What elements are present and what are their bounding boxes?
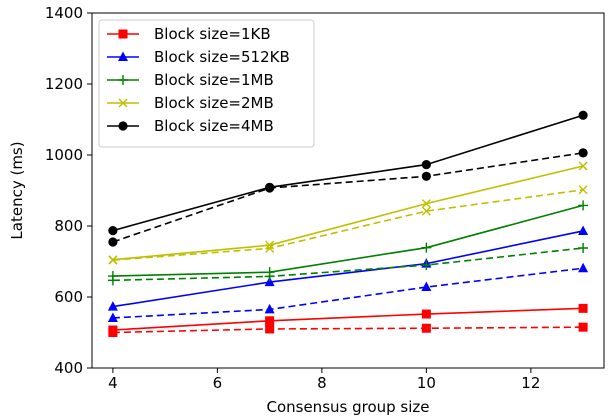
data-point-dashed <box>265 243 275 253</box>
data-point-solid <box>107 301 118 311</box>
data-point-dashed <box>578 243 589 254</box>
x-tick-label: 4 <box>108 374 118 392</box>
series-solid-line <box>112 230 584 308</box>
x-tick-label: 12 <box>521 374 540 392</box>
legend-marker <box>118 51 128 61</box>
data-point-dashed <box>265 324 275 334</box>
data-point-solid <box>265 316 275 326</box>
series-solid-line <box>112 204 584 277</box>
series-dashed-line <box>112 247 584 282</box>
series-solid-line <box>112 165 584 261</box>
data-point-solid <box>107 271 118 282</box>
legend-entry-label: Block size=1MB <box>154 71 274 89</box>
y-tick-label: 400 <box>54 359 83 377</box>
legend: Block size=1KB Block size=512KB Block size… <box>98 19 315 148</box>
data-point-solid <box>108 325 118 335</box>
data-point-solid <box>578 200 589 211</box>
data-point-solid <box>578 303 588 313</box>
y-tick-label: 600 <box>54 288 83 306</box>
legend-entry-label: Block size=2MB <box>154 94 274 112</box>
data-point-dashed <box>421 323 431 333</box>
series-dashed-line <box>112 152 584 243</box>
y-tick-label: 1400 <box>45 4 83 22</box>
x-tick-label: 6 <box>213 374 223 392</box>
data-point-solid <box>264 267 275 278</box>
data-point-dashed <box>421 171 431 181</box>
data-point-solid <box>578 110 588 120</box>
data-point-solid <box>108 226 118 236</box>
data-point-dashed <box>578 322 588 332</box>
y-tick-label: 1000 <box>45 146 83 164</box>
series-dashed-line <box>112 188 584 261</box>
data-point-dashed <box>421 206 431 216</box>
series-dashed-line <box>112 267 584 319</box>
axis-ticks: 4 6 8 10 12 400 600 800 1000 1200 1400 <box>45 4 541 392</box>
data-point-solid <box>578 161 588 171</box>
y-tick-label: 1200 <box>45 75 83 93</box>
data-point-dashed <box>578 185 588 195</box>
data-point-dashed <box>107 312 118 322</box>
legend-entry-label: Block size=1KB <box>154 25 271 43</box>
data-point-dashed <box>578 262 589 273</box>
series-dashed-line <box>112 326 584 334</box>
x-tick-label: 10 <box>417 374 436 392</box>
legend-marker <box>118 98 128 108</box>
legend-box <box>98 19 315 148</box>
series-3 <box>108 161 588 265</box>
data-point-dashed <box>421 260 432 271</box>
x-axis-label: Consensus group size <box>266 398 429 416</box>
y-tick-label: 800 <box>54 217 83 235</box>
axes-frame <box>91 12 605 369</box>
series-solid-line <box>112 307 584 331</box>
legend-marker <box>118 121 128 131</box>
data-point-solid <box>421 309 431 319</box>
data-point-dashed <box>264 303 275 314</box>
legend-entry-label: Block size=512KB <box>154 48 290 66</box>
data-point-solid <box>265 182 275 192</box>
data-point-dashed <box>108 237 118 247</box>
legend-marker <box>118 75 128 85</box>
data-point-solid <box>265 240 275 250</box>
series-solid-line <box>112 114 584 232</box>
data-point-dashed <box>421 281 432 292</box>
data-point-solid <box>108 255 118 265</box>
legend-marker <box>118 29 128 39</box>
series-0 <box>108 303 588 337</box>
series-2 <box>107 200 589 286</box>
x-tick-label: 8 <box>317 374 327 392</box>
data-point-solid <box>421 242 432 253</box>
data-point-solid <box>578 225 589 235</box>
series-4 <box>108 110 588 247</box>
data-point-dashed <box>578 148 588 158</box>
legend-entry-label: Block size=4MB <box>154 117 274 135</box>
plot-area <box>107 110 589 337</box>
series-1 <box>107 225 589 322</box>
data-point-solid <box>421 199 431 209</box>
y-axis-label: Latency (ms) <box>8 141 26 239</box>
data-point-solid <box>421 159 431 170</box>
